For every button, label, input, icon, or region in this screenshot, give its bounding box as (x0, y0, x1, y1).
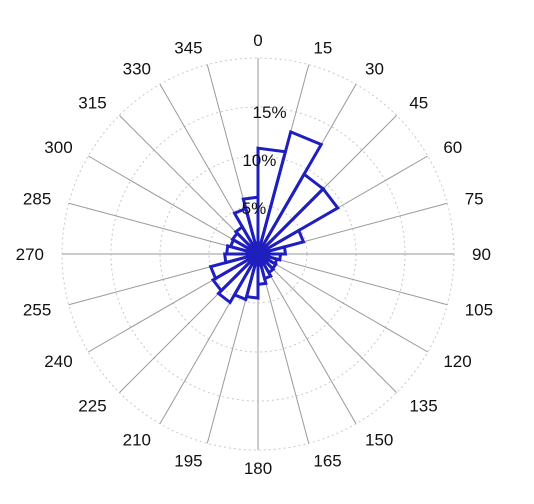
ring-label-15: 15% (253, 103, 287, 122)
rose-bar-345 (241, 195, 260, 255)
grid-spoke-300 (88, 155, 259, 255)
angle-label-150: 150 (365, 430, 393, 449)
grid-spoke-105 (257, 253, 448, 306)
angle-label-240: 240 (44, 352, 72, 371)
angle-labels: 0 15 30 45 60 75 90 105 120 135 150 165 180 195 210 225… (16, 31, 493, 478)
angle-label-225: 225 (78, 396, 106, 415)
angle-label-345: 345 (174, 38, 202, 57)
angle-label-30: 30 (365, 60, 384, 79)
ring-labels: 5% 10% 15% (242, 103, 287, 218)
angle-label-315: 315 (78, 94, 106, 113)
angle-label-135: 135 (409, 396, 437, 415)
ring-label-5: 5% (242, 199, 267, 218)
angle-label-75: 75 (465, 190, 484, 209)
angle-label-195: 195 (174, 452, 202, 471)
rose-bars (208, 129, 341, 305)
angle-label-105: 105 (465, 300, 493, 319)
angle-label-90: 90 (472, 245, 491, 264)
angle-label-270: 270 (16, 245, 44, 264)
angle-label-45: 45 (409, 94, 428, 113)
grid-spoke-135 (257, 253, 397, 393)
angle-label-165: 165 (313, 452, 341, 471)
angle-label-0: 0 (253, 31, 262, 50)
angle-label-120: 120 (443, 352, 471, 371)
angle-label-300: 300 (44, 138, 72, 157)
grid-spoke-150 (257, 253, 357, 424)
grid-spoke-165 (257, 253, 310, 444)
angle-label-15: 15 (313, 38, 332, 57)
angle-label-330: 330 (123, 60, 151, 79)
angle-label-255: 255 (23, 300, 51, 319)
angle-label-60: 60 (443, 138, 462, 157)
ring-label-10: 10% (242, 151, 276, 170)
grid-spoke-120 (257, 253, 428, 353)
angle-label-210: 210 (123, 430, 151, 449)
angle-label-285: 285 (23, 190, 51, 209)
angle-label-180: 180 (244, 459, 272, 478)
